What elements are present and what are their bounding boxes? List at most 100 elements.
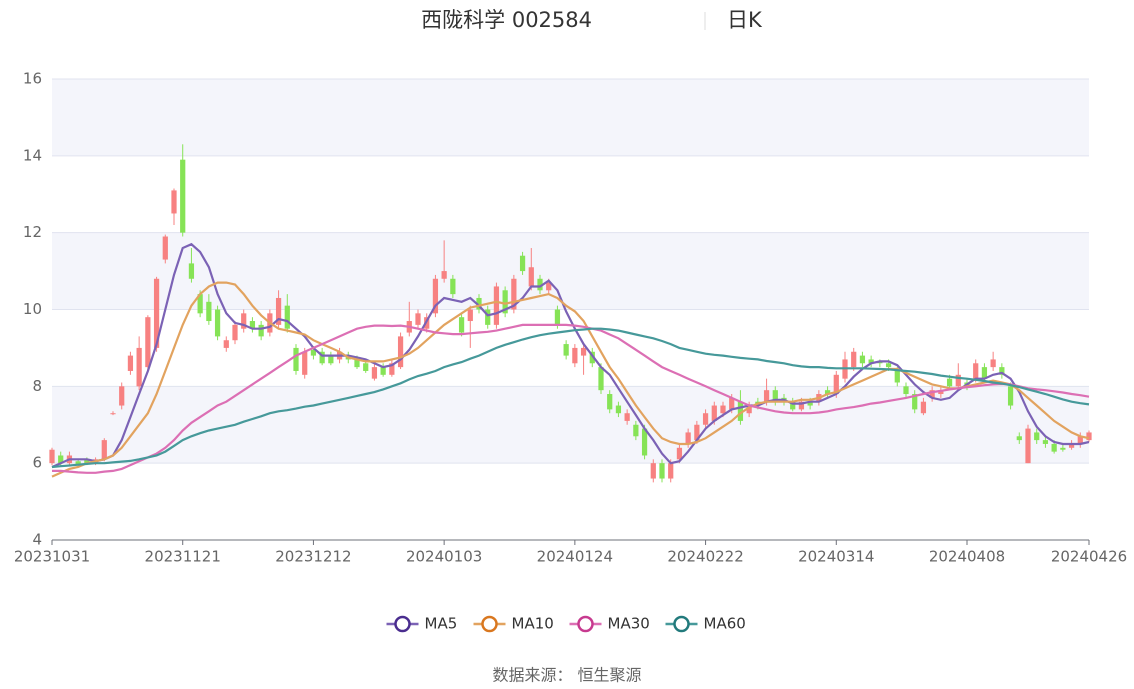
candle-body	[153, 278, 160, 348]
candle-body	[912, 394, 918, 410]
candle-body	[668, 463, 674, 479]
legend-marker	[673, 615, 690, 633]
candle-body	[171, 190, 177, 214]
candle-body	[554, 309, 561, 325]
x-tick-label: 20240124	[537, 548, 613, 566]
candle-body	[319, 351, 325, 364]
y-tick-label: 14	[23, 146, 42, 164]
candle-body	[450, 278, 456, 295]
candle-body	[75, 461, 81, 466]
candle-body	[546, 282, 552, 291]
candle-body	[807, 401, 813, 406]
y-tick-label: 4	[32, 531, 42, 549]
candle-body	[903, 386, 909, 395]
candle-body	[415, 313, 421, 325]
candle-body	[363, 363, 369, 371]
x-tick-label: 20231121	[145, 548, 221, 566]
candle-body	[973, 363, 979, 379]
candle-body	[162, 236, 168, 260]
candle-body	[458, 317, 465, 333]
candle-body	[380, 367, 386, 375]
candle-body	[676, 447, 683, 460]
candle-body	[824, 390, 831, 395]
candle-body	[999, 367, 1005, 375]
candle-body	[938, 390, 944, 395]
candle-body	[868, 359, 874, 364]
x-tick-label: 20231031	[14, 548, 90, 566]
candle-body	[354, 359, 360, 368]
candle-body	[241, 313, 247, 329]
candle-body	[589, 351, 595, 364]
plot-band	[52, 79, 1089, 156]
candle-body	[885, 363, 892, 368]
candle-body	[502, 290, 508, 314]
candle-body	[1077, 436, 1083, 444]
candle-body	[1016, 436, 1022, 441]
candle-body	[1007, 386, 1014, 406]
candle-body	[119, 386, 125, 406]
candle-body	[1051, 443, 1057, 452]
ma-line	[51, 327, 1090, 469]
candle-body	[772, 390, 778, 402]
candle-body	[694, 424, 700, 441]
candle-body	[981, 367, 988, 379]
candle-body	[84, 459, 90, 464]
legend-label: MA30	[608, 615, 650, 633]
plot-background	[52, 79, 1089, 464]
ma-line	[51, 242, 1090, 469]
candle-body	[136, 347, 142, 387]
candle-body	[763, 390, 770, 402]
legend-item: MA60	[665, 615, 746, 633]
x-tick-label: 20240408	[929, 548, 1005, 566]
candle-body	[572, 347, 578, 364]
candle-body	[790, 401, 796, 410]
candle-body	[537, 278, 543, 291]
candle-body	[302, 351, 308, 375]
candle-body	[493, 286, 500, 325]
y-tick-label: 6	[32, 454, 42, 472]
candle-body	[188, 263, 195, 279]
source-note: 数据来源： 恒生聚源	[492, 666, 641, 685]
candle-body	[624, 413, 630, 421]
candle-body	[249, 321, 256, 329]
candle-body	[197, 294, 203, 314]
candle-body	[1086, 432, 1092, 441]
ma-line	[52, 323, 1090, 474]
candle-body	[1042, 440, 1049, 444]
candle-body	[485, 309, 491, 325]
legend-item: MA5	[386, 615, 458, 633]
candle-body	[720, 405, 726, 414]
candle-body	[598, 367, 604, 391]
legend-item: MA30	[569, 615, 650, 633]
candle-body	[955, 374, 961, 387]
candle-body	[929, 390, 935, 398]
candle-body	[641, 428, 648, 456]
candle-body	[702, 413, 709, 425]
chart-subtitle: 日K	[727, 8, 763, 32]
legend-label: MA10	[512, 615, 554, 633]
candle-body	[990, 359, 996, 368]
candle-body	[1060, 447, 1066, 450]
legend-label: MA5	[425, 615, 458, 633]
candle-body	[145, 317, 151, 368]
y-tick-label: 12	[23, 223, 42, 241]
candle-body	[310, 349, 317, 356]
candle-body	[214, 309, 221, 337]
candle-body	[432, 278, 439, 314]
ma-line	[51, 281, 1090, 478]
candle-body	[519, 255, 526, 272]
y-tick-label: 16	[23, 70, 42, 88]
candle-body	[729, 397, 735, 410]
candle-body	[528, 267, 534, 287]
legend-label: MA60	[704, 615, 746, 633]
candle-body	[851, 351, 857, 368]
candle-body	[1034, 432, 1040, 441]
candle-body	[284, 305, 290, 329]
x-tick-label: 20240222	[667, 548, 743, 566]
candle-body	[180, 159, 186, 233]
candle-body	[258, 324, 264, 337]
candle-body	[476, 297, 482, 310]
candle-body	[659, 463, 665, 479]
candle-body	[293, 347, 299, 371]
